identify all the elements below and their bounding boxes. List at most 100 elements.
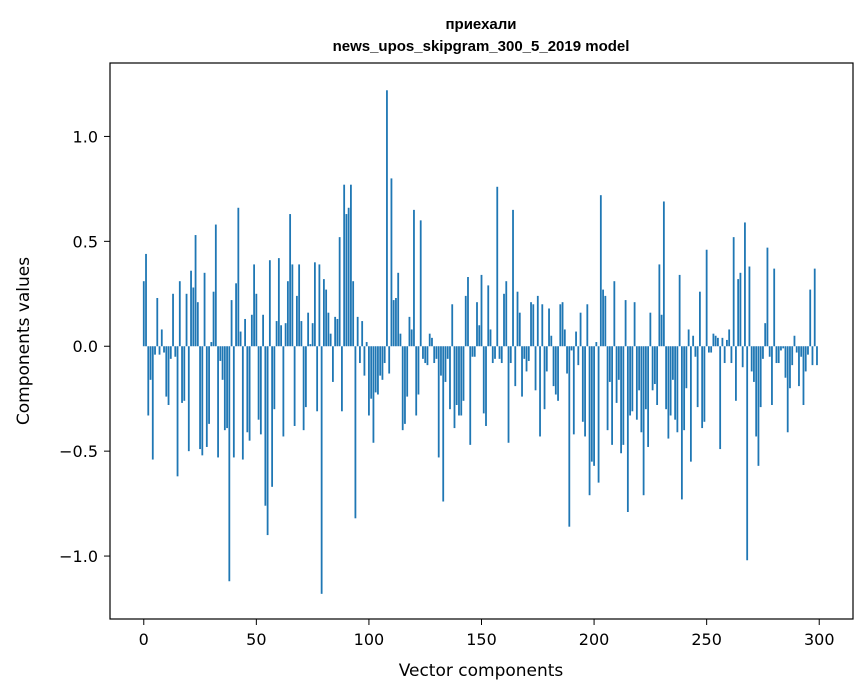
bar [653,346,656,385]
bar [536,295,539,347]
bar [433,346,436,364]
bar [208,346,210,424]
bar [789,346,791,389]
bar [708,346,710,353]
bar [606,346,609,431]
bar [286,281,289,347]
bar [811,346,814,366]
bar [354,346,357,519]
bar [737,279,740,347]
bar [759,346,762,408]
bar [388,346,391,374]
bar [424,346,427,364]
bar [426,346,429,366]
bar [302,346,305,431]
bar [160,329,163,347]
bar [714,335,717,347]
y-tick-label: 0.5 [73,232,98,251]
bar [449,346,451,410]
bar [280,325,283,347]
bar [158,346,161,355]
bar [782,346,785,349]
bar [807,346,809,355]
bar [523,346,526,359]
bar [289,214,292,347]
y-tick-label: −1.0 [59,547,98,566]
bar [419,220,422,347]
bar [169,346,172,359]
bar [259,346,262,435]
bar [642,346,645,496]
bar [453,346,456,429]
bar [662,201,665,347]
bar [428,333,431,347]
bar [392,300,395,347]
bar [440,346,442,376]
bar [235,283,237,347]
bar [723,346,726,364]
bar [491,346,494,364]
bar [527,346,530,361]
bar [518,312,521,347]
bar [212,291,215,347]
bar [190,270,192,347]
bar [543,346,546,410]
bar [196,302,199,347]
bar [692,335,695,347]
bar [561,302,564,347]
bar [248,346,251,441]
bar [640,346,643,433]
bar [372,346,375,443]
bar [244,318,246,347]
bar [771,346,773,405]
bar [219,346,222,361]
bar [145,253,147,347]
x-tick-label: 50 [246,630,266,649]
bar [298,264,301,347]
bar [147,346,150,416]
bar [309,344,312,347]
x-axis-label: Vector components [399,661,564,681]
bar [356,316,359,347]
bar [572,346,575,435]
bar [701,346,704,429]
bar [748,266,751,347]
bar [469,346,472,445]
bar [142,281,145,347]
bar [809,289,812,347]
bar [559,304,562,347]
bar [187,346,190,452]
bar [365,342,368,347]
bar [253,264,255,347]
bar [163,346,165,353]
bar [615,346,618,403]
bar [361,321,364,347]
bar [487,285,490,347]
bar [667,346,670,439]
bar [507,346,510,443]
bar [530,302,532,347]
bar [581,346,584,422]
bar [611,346,613,445]
bar [325,289,328,347]
bar [273,346,276,410]
bar [347,207,350,347]
bar [798,346,800,387]
bar [813,268,816,347]
bar [284,323,287,347]
bar [750,346,753,372]
bar [271,346,274,487]
y-axis-ticks: −1.0 −0.5 0.0 0.5 1.0 [59,127,110,566]
bar [498,346,501,359]
bar [584,346,586,437]
bar [717,337,719,347]
bar [422,346,424,359]
bar [397,272,400,347]
bar [534,346,537,391]
bar [577,346,580,366]
bar [638,346,641,391]
y-axis-label: Components values [14,257,34,425]
x-tick-label: 250 [691,630,722,649]
bar [593,346,595,466]
bar [223,346,226,431]
